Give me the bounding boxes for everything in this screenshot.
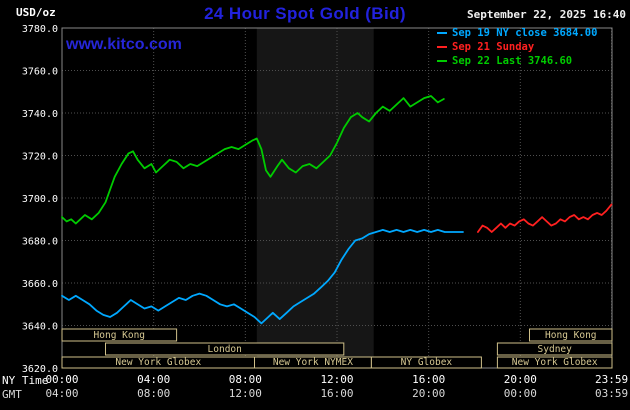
x-tick-ny-label: 23:59	[595, 373, 628, 386]
series-line	[61, 228, 464, 325]
x-tick-gmt-label: 00:00	[504, 387, 537, 400]
session-label: Sydney	[538, 344, 573, 355]
session-label: London	[208, 344, 242, 355]
legend-label: Sep 22 Last 3746.60	[452, 54, 573, 67]
session-label: Hong Kong	[545, 330, 596, 341]
session-label: New York NYMEX	[273, 357, 353, 368]
y-tick-label: 3760.0	[22, 67, 58, 78]
gmt-axis-label: GMT	[2, 388, 22, 401]
legend-dash-icon	[437, 45, 447, 48]
x-tick-gmt-label: 20:00	[412, 387, 445, 400]
nymex-highlight-band	[256, 28, 374, 368]
y-tick-label: 3640.0	[22, 322, 58, 333]
legend-dash-icon	[437, 31, 447, 34]
units-label: USD/oz	[16, 6, 56, 19]
x-tick-gmt-label: 04:00	[45, 387, 78, 400]
ny-time-axis-label: NY Time	[2, 374, 49, 387]
x-tick-ny-label: 12:00	[320, 373, 353, 386]
series-line	[61, 95, 445, 225]
series-line	[476, 203, 613, 233]
x-tick-ny-label: 04:00	[137, 373, 170, 386]
session-box	[61, 328, 178, 342]
y-tick-label: 3680.0	[22, 237, 58, 248]
y-tick-label: 3660.0	[22, 279, 58, 290]
x-tick-gmt-label: 03:59	[595, 387, 628, 400]
session-label: Hong Kong	[94, 330, 145, 341]
legend-label: Sep 19 NY close 3684.00	[452, 26, 598, 39]
x-tick-ny-label: 20:00	[504, 373, 537, 386]
session-label: New York Globex	[512, 357, 598, 368]
legend-item: Sep 22 Last 3746.60	[437, 54, 597, 67]
legend-item: Sep 19 NY close 3684.00	[437, 26, 598, 39]
legend-label: Sep 21 Sunday	[452, 40, 535, 53]
session-label: NY Globex	[401, 357, 453, 368]
legend: Sep 19 NY close 3684.00 Sep 21 Sunday Se…	[437, 26, 598, 67]
session-box	[370, 356, 482, 369]
legend-item: Sep 21 Sunday	[437, 40, 597, 53]
y-tick-label: 3780.0	[22, 24, 58, 35]
x-tick-ny-label: 00:00	[45, 373, 78, 386]
y-tick-label: 3740.0	[22, 109, 58, 120]
y-tick-label: 3700.0	[22, 194, 58, 205]
y-tick-label: 3620.0	[22, 364, 58, 375]
x-tick-gmt-label: 12:00	[229, 387, 262, 400]
kitco-watermark-link[interactable]: www.kitco.com	[66, 36, 182, 53]
x-tick-ny-label: 16:00	[412, 373, 445, 386]
x-tick-gmt-label: 08:00	[137, 387, 170, 400]
y-tick-label: 3720.0	[22, 152, 58, 163]
session-box	[529, 328, 613, 342]
session-box	[496, 356, 613, 369]
session-box	[105, 342, 345, 356]
page-title: 24 Hour Spot Gold (Bid)	[204, 4, 406, 23]
session-label: New York Globex	[115, 357, 201, 368]
x-tick-ny-label: 08:00	[229, 373, 262, 386]
datetime-label: September 22, 2025 16:40	[467, 8, 626, 21]
session-box	[496, 342, 613, 356]
x-tick-gmt-label: 16:00	[320, 387, 353, 400]
legend-dash-icon	[437, 59, 447, 62]
